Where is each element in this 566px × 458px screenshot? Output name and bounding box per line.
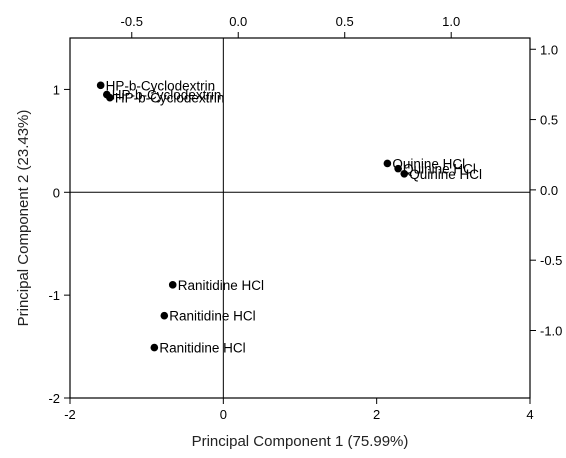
right-y-tick-label: 0.0 — [540, 183, 558, 198]
data-point — [97, 82, 105, 90]
right-y-tick-label: -0.5 — [540, 253, 562, 268]
right-y-tick-label: -1.0 — [540, 324, 562, 339]
right-y-tick-label: 0.5 — [540, 113, 558, 128]
data-point-label: HP-b-Cyclodextrin — [115, 91, 225, 106]
x-tick-label: 4 — [526, 407, 533, 422]
data-point — [394, 165, 402, 173]
data-point-label: Ranitidine HCl — [178, 278, 264, 293]
right-y-tick-label: 1.0 — [540, 42, 558, 57]
data-point — [106, 94, 114, 102]
data-point-label: Ranitidine HCl — [169, 309, 255, 324]
data-point — [161, 312, 169, 320]
data-point — [151, 344, 159, 352]
top-x-tick-label: 0.5 — [336, 14, 354, 29]
data-point — [169, 281, 177, 289]
y-tick-label: 0 — [53, 185, 60, 200]
y-tick-label: -1 — [48, 288, 60, 303]
y-tick-label: -2 — [48, 391, 60, 406]
data-points: HP-b-CyclodextrinHP-b-CyclodextrinHP-b-C… — [97, 78, 482, 355]
y-axis-title: Principal Component 2 (23.43%) — [15, 110, 32, 327]
x-tick-label: -2 — [64, 407, 76, 422]
top-x-tick-label: 0.0 — [229, 14, 247, 29]
data-point-label: Ranitidine HCl — [159, 341, 245, 356]
top-x-tick-label: 1.0 — [442, 14, 460, 29]
y-tick-label: 1 — [53, 82, 60, 97]
data-point — [384, 160, 392, 168]
x-axis-title: Principal Component 1 (75.99%) — [192, 433, 409, 450]
data-point-label: Quinine HCl — [409, 167, 482, 182]
x-tick-label: 2 — [373, 407, 380, 422]
data-point — [400, 170, 408, 178]
top-x-tick-label: -0.5 — [121, 14, 143, 29]
x-tick-label: 0 — [220, 407, 227, 422]
ticks: -2 0 2 4 -2 -1 0 1 -0.5 0.0 0.5 1.0 -1.0 -0.5 0.0 0.5 1.… — [48, 14, 562, 422]
